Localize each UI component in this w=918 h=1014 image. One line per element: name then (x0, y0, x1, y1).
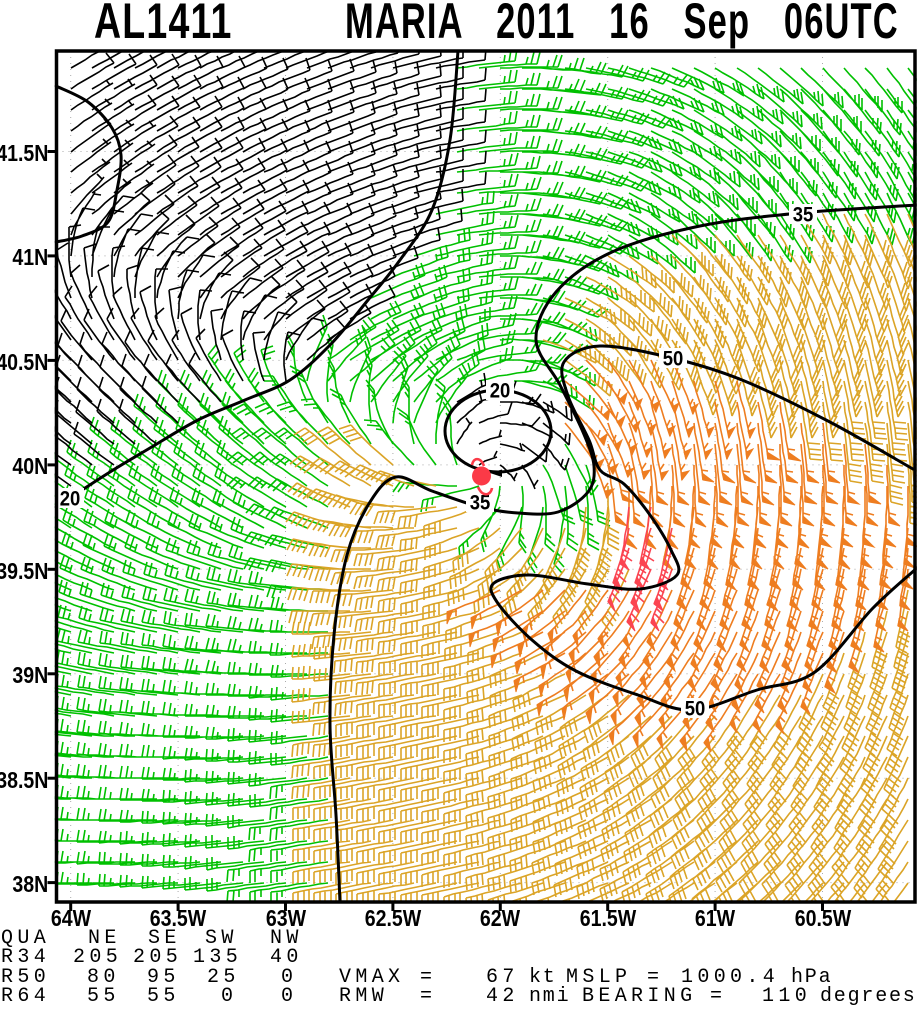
svg-text:35: 35 (793, 203, 814, 226)
svg-text:35: 35 (470, 491, 491, 514)
svg-text:20: 20 (60, 487, 81, 510)
svg-text:20: 20 (490, 379, 511, 402)
svg-text:50: 50 (663, 347, 684, 370)
svg-text:50: 50 (685, 697, 706, 720)
